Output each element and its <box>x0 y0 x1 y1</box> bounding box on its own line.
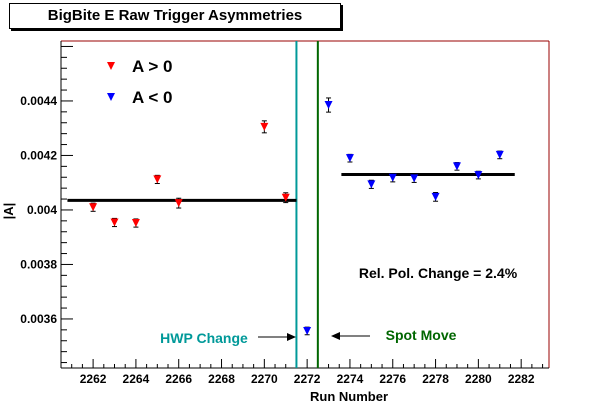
y-axis-label: |A| <box>1 203 16 220</box>
data-point <box>174 199 183 208</box>
data-point <box>303 326 312 335</box>
hwp-arrowhead <box>287 333 296 341</box>
x-tick-label: 2266 <box>165 372 192 386</box>
data-point <box>452 162 461 171</box>
data-point <box>410 174 419 183</box>
y-tick-label: 0.004 <box>27 203 57 217</box>
legend-marker <box>107 62 115 70</box>
y-tick-label: 0.0036 <box>20 312 57 326</box>
legend-label: A > 0 <box>132 57 172 76</box>
x-tick-label: 2264 <box>123 372 150 386</box>
data-point <box>89 203 98 212</box>
x-axis-label: Run Number <box>310 389 388 404</box>
x-tick-label: 2278 <box>422 372 449 386</box>
pol-change-label: Rel. Pol. Change = 2.4% <box>359 265 518 281</box>
chart-title-box: BigBite E Raw Trigger Asymmetries <box>9 3 341 29</box>
chart-title: BigBite E Raw Trigger Asymmetries <box>47 7 303 24</box>
y-tick-label: 0.0042 <box>20 148 57 162</box>
data-point <box>495 150 504 159</box>
x-tick-label: 2270 <box>251 372 278 386</box>
data-point <box>131 219 140 228</box>
x-tick-label: 2274 <box>337 372 364 386</box>
data-point <box>474 171 483 180</box>
spot-move-label: Spot Move <box>386 327 457 343</box>
data-point <box>324 101 333 110</box>
x-tick-label: 2282 <box>508 372 535 386</box>
data-point <box>388 173 397 182</box>
x-tick-label: 2262 <box>80 372 107 386</box>
data-point <box>153 175 162 184</box>
y-tick-label: 0.0038 <box>20 257 57 271</box>
hwp-change-label: HWP Change <box>160 330 248 346</box>
data-point <box>345 154 354 163</box>
legend-label: A < 0 <box>132 88 172 107</box>
y-tick-label: 0.0044 <box>20 94 57 108</box>
x-tick-label: 2276 <box>379 372 406 386</box>
x-tick-label: 2272 <box>294 372 321 386</box>
data-point <box>260 122 269 131</box>
data-point <box>281 193 290 202</box>
spot-arrowhead <box>331 332 340 340</box>
x-tick-label: 2280 <box>465 372 492 386</box>
data-point <box>110 218 119 227</box>
data-point <box>367 180 376 189</box>
data-point <box>431 192 440 201</box>
legend-marker <box>107 93 115 101</box>
x-tick-label: 2268 <box>208 372 235 386</box>
